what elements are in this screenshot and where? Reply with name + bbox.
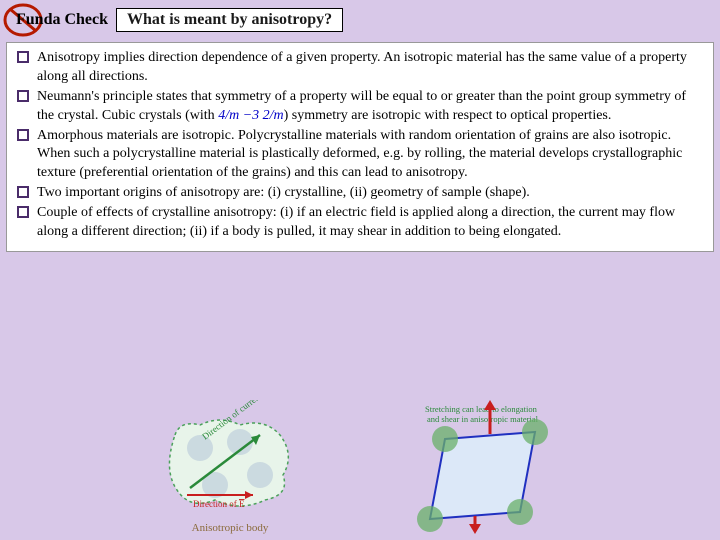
bullet-square-icon xyxy=(17,129,31,143)
svg-text:Stretching can lead to elongat: Stretching can lead to elongation xyxy=(425,404,538,414)
bullet-text: Anisotropy implies direction dependence … xyxy=(37,49,703,87)
bullet-item: Couple of effects of crystalline anisotr… xyxy=(17,204,703,242)
bullet-text: Amorphous materials are isotropic. Polyc… xyxy=(37,127,703,184)
content-panel: Anisotropy implies direction dependence … xyxy=(6,42,714,252)
bullet-item: Amorphous materials are isotropic. Polyc… xyxy=(17,127,703,184)
svg-text:and shear in anisotropic mater: and shear in anisotropic material xyxy=(427,414,539,424)
bullet-item: Neumann's principle states that symmetry… xyxy=(17,88,703,126)
question-title: What is meant by anisotropy? xyxy=(116,8,343,32)
bullet-item: Two important origins of anisotropy are:… xyxy=(17,184,703,203)
bullet-text: Couple of effects of crystalline anisotr… xyxy=(37,204,703,242)
bullet-square-icon xyxy=(17,186,31,200)
bullet-square-icon xyxy=(17,90,31,104)
figure-left-label: Anisotropic body xyxy=(145,522,315,534)
bullet-square-icon xyxy=(17,51,31,65)
bullet-item: Anisotropy implies direction dependence … xyxy=(17,49,703,87)
figure-shear-stretch: Stretching can lead to elongation and sh… xyxy=(385,394,575,534)
svg-text:Direction of E: Direction of E xyxy=(193,499,245,509)
bullet-text: Neumann's principle states that symmetry… xyxy=(37,88,703,126)
bullet-square-icon xyxy=(17,206,31,220)
funda-check-label: Funda Check xyxy=(12,11,108,29)
figure-anisotropic-body: Direction of current (J) Direction of E … xyxy=(145,400,315,534)
bullet-text: Two important origins of anisotropy are:… xyxy=(37,184,703,203)
